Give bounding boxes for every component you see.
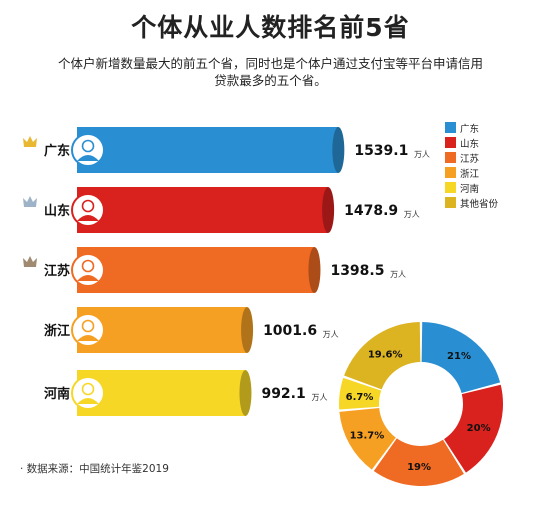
legend-swatch xyxy=(445,197,456,208)
legend-label: 山东 xyxy=(460,138,480,150)
person-icon-body xyxy=(77,335,99,341)
donut-slice-江苏 xyxy=(373,438,464,486)
chart-title: 个体从业人数排名前5省 xyxy=(131,13,410,42)
value-label-浙江: 1001.6 xyxy=(263,323,317,339)
subtitle-line-1: 个体户新增数量最大的前五个省，同时也是个体户通过支付宝等平台申请信用 xyxy=(57,56,483,71)
bar-广东 xyxy=(77,127,339,173)
unit-label-广东: 万人 xyxy=(414,150,430,159)
donut-label-广东: 21% xyxy=(447,351,471,362)
person-icon-body xyxy=(77,398,99,404)
person-icon-circle xyxy=(71,376,105,410)
bar-河南 xyxy=(77,370,246,416)
crown-icon xyxy=(23,136,37,147)
province-label-江苏: 江苏 xyxy=(44,263,70,279)
legend-item: 其他省份 xyxy=(445,195,498,210)
unit-label-山东: 万人 xyxy=(404,210,420,219)
bar-江苏 xyxy=(77,247,315,293)
person-icon-circle xyxy=(71,253,105,287)
person-icon-head xyxy=(81,382,95,396)
data-source: · 数据来源：中国统计年鉴2019 xyxy=(20,463,169,475)
province-label-河南: 河南 xyxy=(44,386,70,402)
donut-label-其他省份: 19.6% xyxy=(368,349,403,360)
bar-山东 xyxy=(77,187,329,233)
legend-item: 江苏 xyxy=(445,150,498,165)
crown-icon xyxy=(23,256,37,267)
unit-label-江苏: 万人 xyxy=(390,270,406,279)
person-icon-circle xyxy=(71,313,105,347)
legend-item: 山东 xyxy=(445,135,498,150)
value-label-河南: 992.1 xyxy=(261,386,305,402)
legend-swatch xyxy=(445,182,456,193)
province-label-广东: 广东 xyxy=(44,143,70,159)
donut-label-浙江: 13.7% xyxy=(350,430,385,441)
donut-slice-山东 xyxy=(444,384,503,473)
donut-slice-浙江 xyxy=(339,408,396,470)
chart-subtitle: 个体户新增数量最大的前五个省，同时也是个体户通过支付宝等平台申请信用 贷款最多的… xyxy=(20,55,521,89)
donut-slice-其他省份 xyxy=(344,322,421,390)
value-label-山东: 1478.9 xyxy=(344,203,398,219)
legend-swatch xyxy=(445,122,456,133)
legend-item: 广东 xyxy=(445,120,498,135)
person-icon-head xyxy=(81,199,95,213)
donut-label-江苏: 19% xyxy=(407,462,431,473)
legend-item: 浙江 xyxy=(445,165,498,180)
person-icon xyxy=(71,193,105,227)
bar-cap-山东 xyxy=(322,187,335,233)
legend-swatch xyxy=(445,152,456,163)
unit-label-浙江: 万人 xyxy=(323,330,339,339)
unit-label-河南: 万人 xyxy=(311,393,327,402)
person-icon xyxy=(71,133,105,167)
legend-label: 广东 xyxy=(460,123,480,135)
person-icon-head xyxy=(81,319,95,333)
legend-label: 河南 xyxy=(460,183,480,195)
legend-swatch xyxy=(445,167,456,178)
person-icon-head xyxy=(81,259,95,273)
value-label-江苏: 1398.5 xyxy=(330,263,384,279)
person-icon-circle xyxy=(71,193,105,227)
bar-cap-河南 xyxy=(239,370,252,416)
bar-cap-江苏 xyxy=(308,247,321,293)
legend-item: 河南 xyxy=(445,180,498,195)
person-icon-circle xyxy=(71,133,105,167)
chart-legend: 广东山东江苏浙江河南其他省份 xyxy=(445,120,498,210)
person-icon-body xyxy=(77,155,99,161)
subtitle-line-2: 贷款最多的五个省。 xyxy=(214,73,327,88)
legend-label: 浙江 xyxy=(460,168,480,180)
person-icon xyxy=(71,376,105,410)
bar-cap-广东 xyxy=(332,127,345,173)
donut-slice-广东 xyxy=(421,322,501,393)
crown-icon xyxy=(23,196,37,207)
province-label-浙江: 浙江 xyxy=(44,323,70,339)
person-icon-body xyxy=(77,275,99,281)
legend-label: 江苏 xyxy=(460,153,480,165)
bar-浙江 xyxy=(77,307,248,353)
donut-slice-河南 xyxy=(338,377,382,410)
bar-cap-浙江 xyxy=(241,307,254,353)
donut-label-山东: 20% xyxy=(467,423,491,434)
legend-label: 其他省份 xyxy=(460,198,499,210)
person-icon xyxy=(71,253,105,287)
person-icon-head xyxy=(81,139,95,153)
person-icon-body xyxy=(77,215,99,221)
value-label-广东: 1539.1 xyxy=(354,143,408,159)
province-label-山东: 山东 xyxy=(44,203,70,219)
person-icon xyxy=(71,313,105,347)
legend-swatch xyxy=(445,137,456,148)
donut-label-河南: 6.7% xyxy=(346,392,374,403)
